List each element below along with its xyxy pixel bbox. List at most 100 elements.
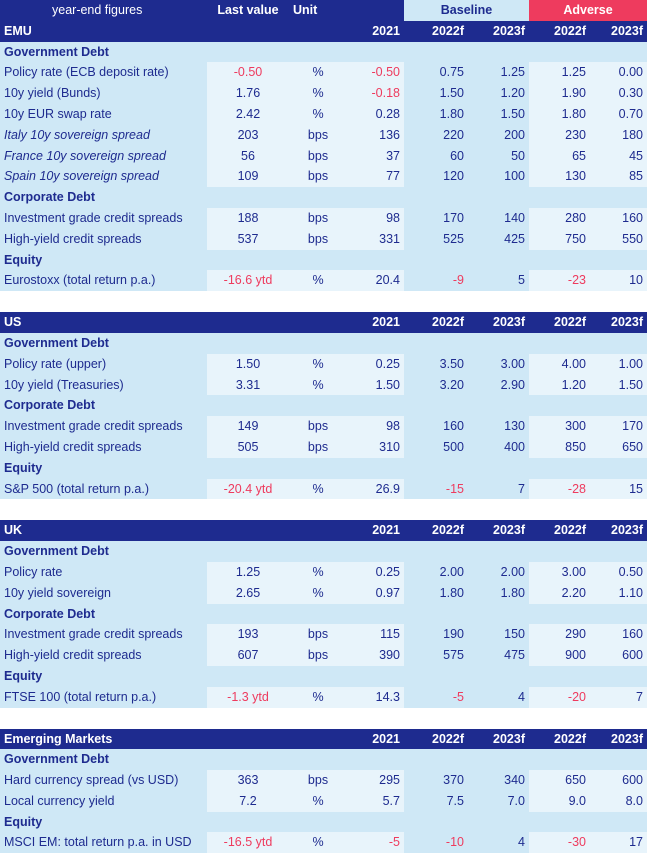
value-cell: -9 — [404, 270, 468, 292]
value-cell: 160 — [404, 416, 468, 437]
category-row: Government Debt — [0, 41, 647, 63]
value-cell: 37 — [347, 145, 404, 167]
year-header: 2022f — [554, 23, 586, 38]
value-cell: 475 — [468, 645, 529, 666]
category-label: Government Debt — [4, 44, 109, 59]
row-label: Policy rate — [0, 561, 207, 583]
value-cell: 130 — [468, 416, 529, 437]
table-row: France 10y sovereign spread 56 bps 37 60 50 65… — [0, 145, 647, 167]
value-cell: 1.80 — [404, 103, 468, 125]
value-cell: 425 — [468, 228, 529, 250]
value-cell: % — [289, 790, 347, 812]
value-cell: 65 — [529, 145, 590, 167]
value-cell: 537 — [207, 228, 289, 250]
value-cell: 500 — [404, 436, 468, 458]
value-cell: 340 — [468, 770, 529, 791]
table-row: 10y yield (Bunds) 1.76% -0.18 1.50 1.20 1.90 0… — [0, 83, 647, 104]
value-cell: 45 — [590, 145, 647, 167]
value-cell: 0.50 — [590, 561, 647, 583]
value-cell: 120 — [404, 166, 468, 188]
value-cell: -30 — [529, 832, 590, 854]
value-cell: -23 — [529, 270, 590, 292]
value-cell: % — [289, 686, 347, 708]
value-cell: 7.5 — [404, 790, 468, 812]
year-header: 2022f — [554, 523, 586, 538]
row-label: Italy 10y sovereign spread — [0, 124, 207, 146]
value-cell: bps — [289, 228, 347, 250]
table-body: EMU 2021 2022f 2023f 2022f 2023f Government De… — [0, 20, 647, 854]
value-cell: 160 — [590, 624, 647, 646]
row-label: Policy rate (upper) — [0, 353, 207, 375]
value-cell: 3.50 — [404, 353, 468, 375]
value-cell: 130 — [529, 166, 590, 188]
category-label: Corporate Debt — [4, 398, 95, 413]
value-cell: -16.6 ytd — [207, 270, 289, 292]
row-label: High-yield credit spreads — [0, 645, 207, 666]
value-cell: 170 — [404, 207, 468, 229]
value-cell: 1.90 — [529, 83, 590, 104]
value-cell: 230 — [529, 124, 590, 146]
value-cell: 1.25 — [468, 62, 529, 84]
row-label: Spain 10y sovereign spread — [0, 166, 207, 188]
value-cell: 9.0 — [529, 790, 590, 812]
category-row: Corporate Debt — [0, 603, 647, 625]
section-name: Emerging Markets — [4, 731, 113, 746]
section-gap — [0, 707, 647, 729]
value-cell: 1.80 — [404, 582, 468, 604]
value-cell: 98 — [347, 207, 404, 229]
table-row: Investment grade credit spreads 193 bps 115… — [0, 624, 647, 646]
spacer — [289, 729, 347, 750]
row-label: Investment grade credit spreads — [0, 624, 207, 646]
table-row: 10y yield (Treasuries) 3.31% 1.50 3.20 2.90 1… — [0, 374, 647, 396]
value-cell: 4 — [468, 686, 529, 708]
header-adverse: Adverse — [529, 0, 647, 21]
value-cell: % — [289, 478, 347, 500]
value-cell: 3.20 — [404, 374, 468, 396]
row-label: Local currency yield — [0, 790, 207, 812]
header-label: year-end figures — [52, 3, 143, 17]
value-cell: -28 — [529, 478, 590, 500]
value-cell: 2.42 — [207, 103, 289, 125]
category-label: Equity — [4, 252, 43, 267]
value-cell: 50 — [468, 145, 529, 167]
value-cell: 160 — [590, 207, 647, 229]
row-label: Investment grade credit spreads — [0, 416, 207, 437]
category-row: Equity — [0, 457, 647, 479]
section-header-row: EMU 2021 2022f 2023f 2022f 2023f — [0, 20, 647, 42]
value-cell: 20.4 — [347, 270, 404, 292]
table-row: Investment grade credit spreads 188 bps 98 1… — [0, 207, 647, 229]
year-header: 2022f — [432, 523, 464, 538]
header-row: year-end figures Last value Unit Baselin… — [0, 0, 647, 21]
section-name: EMU — [4, 23, 32, 38]
category-row: Government Debt — [0, 332, 647, 354]
section-gap — [0, 499, 647, 521]
value-cell: 0.75 — [404, 62, 468, 84]
year-header: 2023f — [611, 23, 643, 38]
table-row: 10y EUR swap rate 2.42% 0.28 1.80 1.50 1.80 0.… — [0, 103, 647, 125]
year-header: 2023f — [611, 523, 643, 538]
table-row: Policy rate (ECB deposit rate) -0.50% -0.5… — [0, 62, 647, 84]
value-cell: 180 — [590, 124, 647, 146]
value-cell: 100 — [468, 166, 529, 188]
value-cell: 2.90 — [468, 374, 529, 396]
value-cell: 77 — [347, 166, 404, 188]
value-cell: -0.18 — [347, 83, 404, 104]
row-label: 10y yield sovereign — [0, 582, 207, 604]
row-label: S&P 500 (total return p.a.) — [0, 478, 207, 500]
category-row: Government Debt — [0, 749, 647, 771]
year-header: 2022f — [554, 315, 586, 330]
table-row: MSCI EM: total return p.a. in USD -16.5 y… — [0, 832, 647, 854]
value-cell: 3.31 — [207, 374, 289, 396]
row-label: Eurostoxx (total return p.a.) — [0, 270, 207, 292]
category-row: Corporate Debt — [0, 187, 647, 208]
row-label: MSCI EM: total return p.a. in USD — [0, 832, 207, 854]
year-header: 2023f — [493, 523, 525, 538]
value-cell: 149 — [207, 416, 289, 437]
value-cell: bps — [289, 207, 347, 229]
year-header: 2021 — [372, 731, 400, 746]
value-cell: 7.2 — [207, 790, 289, 812]
category-row: Corporate Debt — [0, 395, 647, 417]
value-cell: 4 — [468, 832, 529, 854]
section-header-row: Emerging Markets 2021 2022f 2023f 2022f 2023f — [0, 728, 647, 750]
